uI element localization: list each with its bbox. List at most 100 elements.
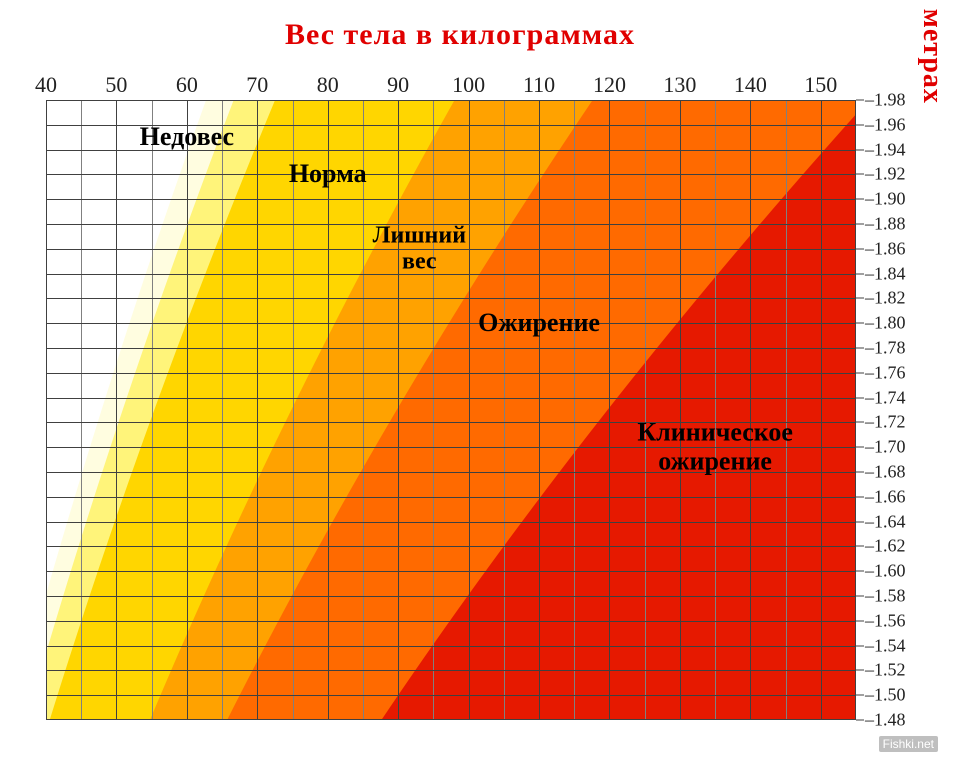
grid-h [46,571,856,572]
region-label-l_clin: Клиническоеожирение [637,419,793,476]
y-tick [856,174,864,175]
y-tick [856,620,864,621]
region-label-l_obese: Ожирение [478,308,600,338]
y-tick [856,372,864,373]
y-tick-label: –1.56 [865,610,906,631]
grid-h [46,199,856,200]
y-tick-label: –1.78 [865,338,906,359]
x-tick-label: 150 [804,72,837,98]
grid-h [46,695,856,696]
y-tick-label: –1.76 [865,362,906,383]
grid-v [750,100,751,720]
y-tick [856,224,864,225]
chart-plot-area: НедовесНормаЛишнийвесОжирениеКлиническое… [46,100,856,720]
region-label-l_under: Недовес [140,122,234,152]
grid-h [46,298,856,299]
y-tick [856,521,864,522]
y-tick-label: –1.74 [865,387,906,408]
grid-v [398,100,399,720]
y-tick [856,720,864,721]
y-tick [856,323,864,324]
y-tick-label: –1.84 [865,263,906,284]
y-tick-label: –1.94 [865,139,906,160]
watermark: Fishki.net [879,736,938,752]
bmi-chart-container: Вес тела в килограммах Рост в метрах Нед… [10,10,950,758]
grid-v [504,100,505,720]
y-tick [856,645,864,646]
y-tick [856,124,864,125]
y-tick-label: –1.54 [865,635,906,656]
y-tick-label: –1.80 [865,313,906,334]
y-tick [856,472,864,473]
y-tick-label: –1.90 [865,189,906,210]
y-tick-label: –1.88 [865,214,906,235]
y-tick [856,447,864,448]
grid-v [539,100,540,720]
x-tick-label: 60 [176,72,198,98]
y-tick [856,596,864,597]
grid-v [187,100,188,720]
grid-v [257,100,258,720]
y-tick-label: –1.92 [865,164,906,185]
y-tick-label: –1.50 [865,685,906,706]
y-tick-label: –1.70 [865,437,906,458]
grid-h [46,398,856,399]
y-tick-label: –1.60 [865,561,906,582]
grid-v [574,100,575,720]
grid-h [46,596,856,597]
x-tick-label: 70 [246,72,268,98]
y-tick [856,695,864,696]
grid-h [46,670,856,671]
grid-v [680,100,681,720]
grid-h [46,348,856,349]
y-tick-label: –1.98 [865,90,906,111]
y-tick-label: –1.68 [865,462,906,483]
y-tick [856,273,864,274]
grid-v [81,100,82,720]
y-tick [856,248,864,249]
y-tick-label: –1.82 [865,288,906,309]
grid-h [46,522,856,523]
grid-v [433,100,434,720]
x-tick-label: 80 [317,72,339,98]
grid-v [363,100,364,720]
y-tick-label: –1.86 [865,238,906,259]
y-tick [856,397,864,398]
grid-h [46,646,856,647]
bmi-bands-svg [46,100,856,720]
y-tick [856,199,864,200]
y-tick-label: –1.64 [865,511,906,532]
grid-v [609,100,610,720]
y-tick-label: –1.52 [865,660,906,681]
y-tick-label: –1.58 [865,586,906,607]
y-tick [856,670,864,671]
grid-h [46,621,856,622]
x-tick-label: 40 [35,72,57,98]
grid-v [786,100,787,720]
y-tick-label: –1.96 [865,114,906,135]
x-tick-label: 130 [663,72,696,98]
grid-v [116,100,117,720]
grid-v [469,100,470,720]
grid-h [46,546,856,547]
x-tick-label: 140 [734,72,767,98]
grid-v [645,100,646,720]
y-tick-label: –1.48 [865,710,906,731]
grid-v [152,100,153,720]
grid-v [715,100,716,720]
y-tick [856,546,864,547]
x-tick-label: 110 [523,72,555,98]
grid-v [328,100,329,720]
y-tick [856,149,864,150]
x-tick-label: 100 [452,72,485,98]
y-tick [856,496,864,497]
grid-h [46,497,856,498]
grid-h [46,373,856,374]
region-label-l_over: Лишнийвес [373,222,466,275]
y-tick [856,348,864,349]
grid-v [821,100,822,720]
grid-h [46,323,856,324]
grid-v [222,100,223,720]
x-tick-label: 90 [387,72,409,98]
grid-h [46,174,856,175]
